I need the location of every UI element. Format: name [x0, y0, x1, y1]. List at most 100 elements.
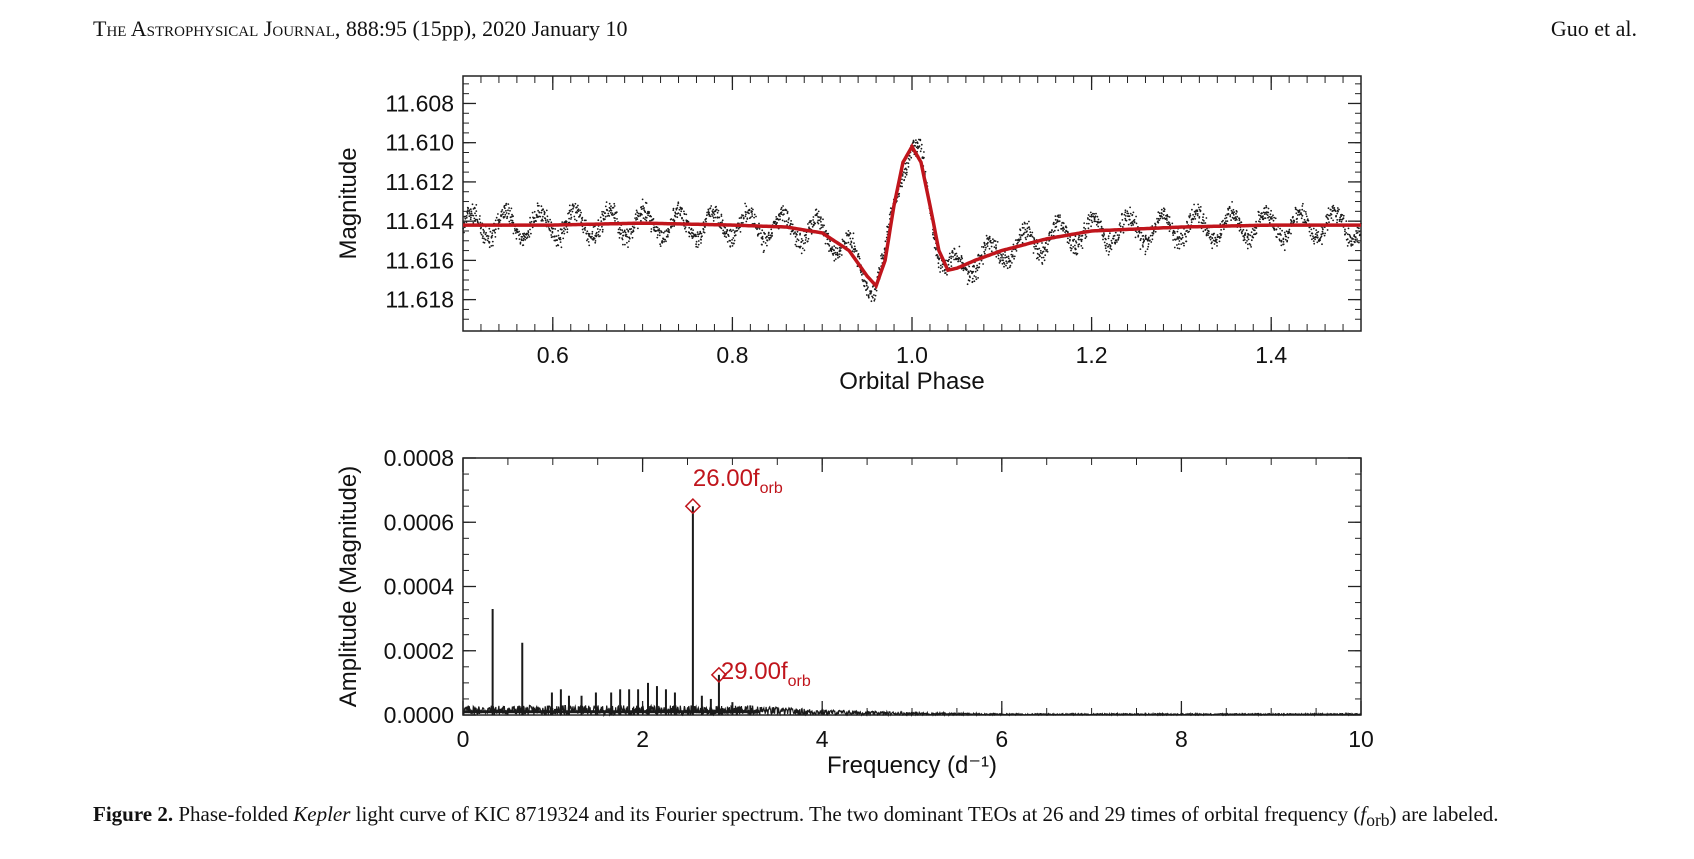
data-point — [722, 229, 725, 232]
data-point — [976, 264, 978, 267]
data-point — [766, 235, 768, 238]
data-point — [1032, 252, 1035, 254]
data-point — [1135, 222, 1138, 225]
data-point — [475, 210, 478, 213]
data-point — [1247, 238, 1250, 241]
data-point — [674, 212, 677, 215]
data-point — [483, 231, 485, 234]
data-point — [831, 246, 834, 249]
data-point — [700, 232, 703, 235]
data-point — [1359, 233, 1361, 236]
data-point — [497, 227, 500, 230]
data-point — [673, 219, 676, 222]
data-point — [800, 241, 803, 243]
data-point — [630, 233, 632, 235]
data-point — [1300, 217, 1303, 220]
data-point — [706, 214, 708, 217]
data-point — [919, 150, 922, 153]
x-tick-label: 10 — [1348, 726, 1374, 752]
data-point — [1084, 237, 1087, 240]
data-point — [819, 227, 821, 230]
data-point — [1270, 209, 1272, 212]
data-point — [580, 211, 582, 214]
data-point — [988, 235, 991, 238]
data-point — [1317, 231, 1320, 233]
data-point — [732, 229, 734, 232]
data-point — [1193, 215, 1196, 218]
data-point — [932, 232, 934, 234]
data-point — [472, 208, 475, 210]
data-point — [1067, 242, 1070, 245]
data-point — [952, 255, 954, 258]
data-point — [751, 210, 753, 213]
data-point — [709, 215, 712, 218]
data-point — [635, 219, 637, 221]
data-point — [802, 242, 805, 245]
data-point — [799, 245, 802, 248]
data-point — [806, 240, 809, 243]
data-point — [715, 208, 718, 211]
data-point — [1220, 229, 1222, 231]
data-point — [828, 244, 831, 247]
data-point — [831, 248, 834, 251]
data-point — [1185, 240, 1188, 243]
data-point — [700, 242, 702, 244]
data-point — [904, 172, 907, 175]
data-point — [1189, 214, 1192, 217]
data-point — [498, 218, 500, 221]
data-point — [558, 237, 560, 240]
data-point — [1159, 217, 1162, 220]
data-point — [542, 215, 544, 218]
data-point — [833, 249, 835, 252]
data-point — [1117, 237, 1120, 240]
data-point — [1028, 220, 1030, 223]
data-point — [780, 213, 783, 216]
data-point — [1146, 248, 1149, 251]
data-point — [804, 239, 807, 241]
data-point — [850, 245, 853, 248]
data-point — [1158, 219, 1161, 222]
data-point — [1057, 216, 1060, 219]
data-point — [1031, 235, 1034, 238]
data-point — [972, 270, 975, 273]
data-point — [1092, 215, 1095, 218]
data-point — [989, 239, 992, 242]
y-axis-label: Amplitude (Magnitude) — [335, 466, 362, 707]
data-point — [748, 208, 751, 211]
data-point — [592, 239, 594, 241]
data-point — [1207, 230, 1210, 233]
data-point — [1021, 223, 1024, 226]
data-point — [510, 207, 513, 210]
data-point — [468, 209, 471, 212]
data-point — [578, 215, 581, 218]
data-point — [485, 231, 487, 234]
data-point — [489, 230, 492, 233]
data-point — [609, 211, 612, 214]
data-point — [672, 209, 675, 212]
data-point — [1181, 236, 1184, 239]
data-point — [1338, 208, 1340, 211]
data-point — [1239, 228, 1242, 231]
data-point — [677, 212, 680, 215]
data-point — [581, 216, 584, 219]
data-point — [780, 206, 783, 209]
data-point — [746, 211, 749, 214]
data-point — [1347, 241, 1350, 244]
data-point — [516, 228, 519, 231]
data-point — [1176, 236, 1179, 239]
data-point — [513, 228, 516, 230]
data-point — [1039, 249, 1042, 252]
data-point — [599, 216, 602, 219]
data-point — [478, 218, 481, 221]
data-point — [880, 257, 883, 260]
data-point — [995, 246, 997, 249]
data-point — [1070, 244, 1072, 247]
data-point — [588, 233, 591, 235]
data-point — [811, 225, 814, 228]
data-point — [472, 214, 475, 217]
data-point — [1225, 216, 1228, 219]
data-point — [906, 171, 908, 174]
data-point — [1075, 241, 1078, 244]
data-point — [677, 202, 680, 205]
data-point — [688, 226, 691, 229]
